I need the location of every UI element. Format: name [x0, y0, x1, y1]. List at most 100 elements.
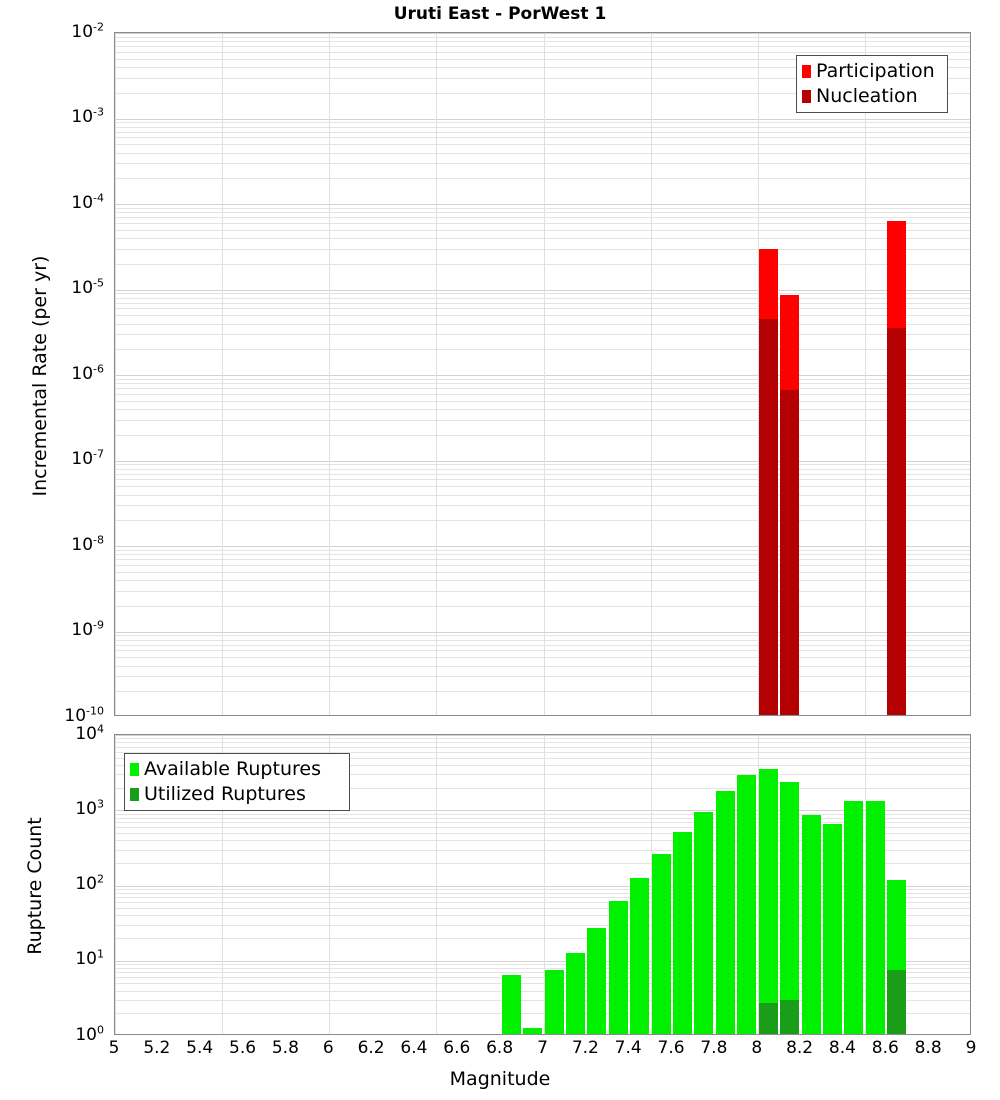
x-tick-label: 7.6 [657, 1038, 685, 1058]
gridline-minor [115, 479, 970, 480]
top-gridlines [115, 33, 970, 715]
x-tick-label: 8.2 [786, 1038, 814, 1058]
gridline-minor [115, 1013, 970, 1014]
gridline-major [115, 375, 970, 376]
gridline-minor [115, 915, 970, 916]
top-y-axis-label: Incremental Rate (per yr) [29, 255, 51, 497]
nucleation-bar [759, 319, 778, 715]
gridline-minor [115, 435, 970, 436]
gridline-vertical [222, 735, 223, 1034]
legend-item: Nucleation [802, 84, 941, 109]
gridline-minor [115, 964, 970, 965]
available-ruptures-bar [652, 854, 671, 1034]
gridline-minor [115, 379, 970, 380]
gridline-minor [115, 968, 970, 969]
gridline-major [115, 632, 970, 633]
gridline-minor [115, 178, 970, 179]
legend-item-label: Utilized Ruptures [144, 783, 306, 805]
gridline-minor [115, 144, 970, 145]
gridline-major [115, 204, 970, 205]
x-tick-label: 6.2 [357, 1038, 385, 1058]
available-ruptures-bar [502, 975, 521, 1034]
gridline-vertical [115, 735, 116, 1034]
utilized-ruptures-bar [759, 1003, 778, 1034]
legend-item: Utilized Ruptures [130, 782, 343, 807]
y-tick-label: 10-7 [71, 447, 104, 470]
x-tick-label: 9 [965, 1038, 977, 1058]
gridline-minor [115, 977, 970, 978]
bottom-legend: Available Ruptures Utilized Ruptures [124, 753, 350, 811]
available-ruptures-bar [523, 1028, 542, 1034]
y-tick-label: 103 [75, 797, 104, 819]
available-ruptures-bar [844, 801, 863, 1034]
available-ruptures-bar [694, 812, 713, 1034]
top-legend: Participation Nucleation [796, 55, 948, 113]
gridline-major [115, 33, 970, 34]
gridline-minor [115, 559, 970, 560]
gridline-minor [115, 827, 970, 828]
y-tick-label: 100 [75, 1023, 104, 1045]
gridline-minor [115, 208, 970, 209]
x-tick-label: 8.6 [871, 1038, 899, 1058]
gridline-minor [115, 1000, 970, 1001]
gridline-minor [115, 666, 970, 667]
gridline-minor [115, 657, 970, 658]
gridline-minor [115, 409, 970, 410]
gridline-minor [115, 217, 970, 218]
x-tick-label: 6.6 [443, 1038, 471, 1058]
gridline-major [115, 119, 970, 120]
gridline-minor [115, 212, 970, 213]
y-tick-label: 101 [75, 947, 104, 970]
gridline-vertical [222, 33, 223, 715]
gridline-minor [115, 264, 970, 265]
gridline-minor [115, 334, 970, 335]
gridline-vertical [544, 735, 545, 1034]
gridline-major [115, 461, 970, 462]
gridline-minor [115, 495, 970, 496]
x-tick-label: 5.4 [186, 1038, 214, 1058]
x-axis-label: Magnitude [449, 1068, 551, 1090]
gridline-minor [115, 37, 970, 38]
gridline-minor [115, 469, 970, 470]
gridline-minor [115, 850, 970, 851]
y-tick-label: 10-4 [71, 191, 104, 213]
legend-item-label: Available Ruptures [144, 758, 321, 780]
legend-swatch-icon [802, 90, 811, 103]
gridline-minor [115, 938, 970, 939]
gridline-minor [115, 486, 970, 487]
gridline-minor [115, 902, 970, 903]
gridline-vertical [544, 33, 545, 715]
gridline-minor [115, 505, 970, 506]
gridline-minor [115, 59, 970, 60]
gridline-minor [115, 747, 970, 748]
gridline-minor [115, 127, 970, 128]
gridline-minor [115, 580, 970, 581]
gridline-minor [115, 738, 970, 739]
x-tick-label: 5.6 [229, 1038, 257, 1058]
gridline-minor [115, 249, 970, 250]
gridline-minor [115, 308, 970, 309]
gridline-minor [115, 550, 970, 551]
gridline-minor [115, 650, 970, 651]
gridline-minor [115, 554, 970, 555]
gridline-vertical [651, 33, 652, 715]
nucleation-bar [887, 328, 906, 715]
x-tick-label: 6.4 [400, 1038, 428, 1058]
gridline-minor [115, 394, 970, 395]
gridline-vertical [329, 735, 330, 1034]
utilized-ruptures-bar [887, 970, 906, 1034]
gridline-minor [115, 223, 970, 224]
page-title: Uruti East - PorWest 1 [393, 4, 607, 24]
gridline-minor [115, 983, 970, 984]
y-tick-label: 10-8 [71, 533, 104, 555]
gridline-minor [115, 520, 970, 521]
gridline-minor [115, 46, 970, 47]
gridline-minor [115, 818, 970, 819]
gridline-vertical [865, 33, 866, 715]
gridline-major [115, 735, 970, 736]
gridline-minor [115, 765, 970, 766]
available-ruptures-bar [630, 878, 649, 1034]
gridline-minor [115, 383, 970, 384]
legend-item-label: Nucleation [816, 85, 918, 107]
gridline-minor [115, 293, 970, 294]
